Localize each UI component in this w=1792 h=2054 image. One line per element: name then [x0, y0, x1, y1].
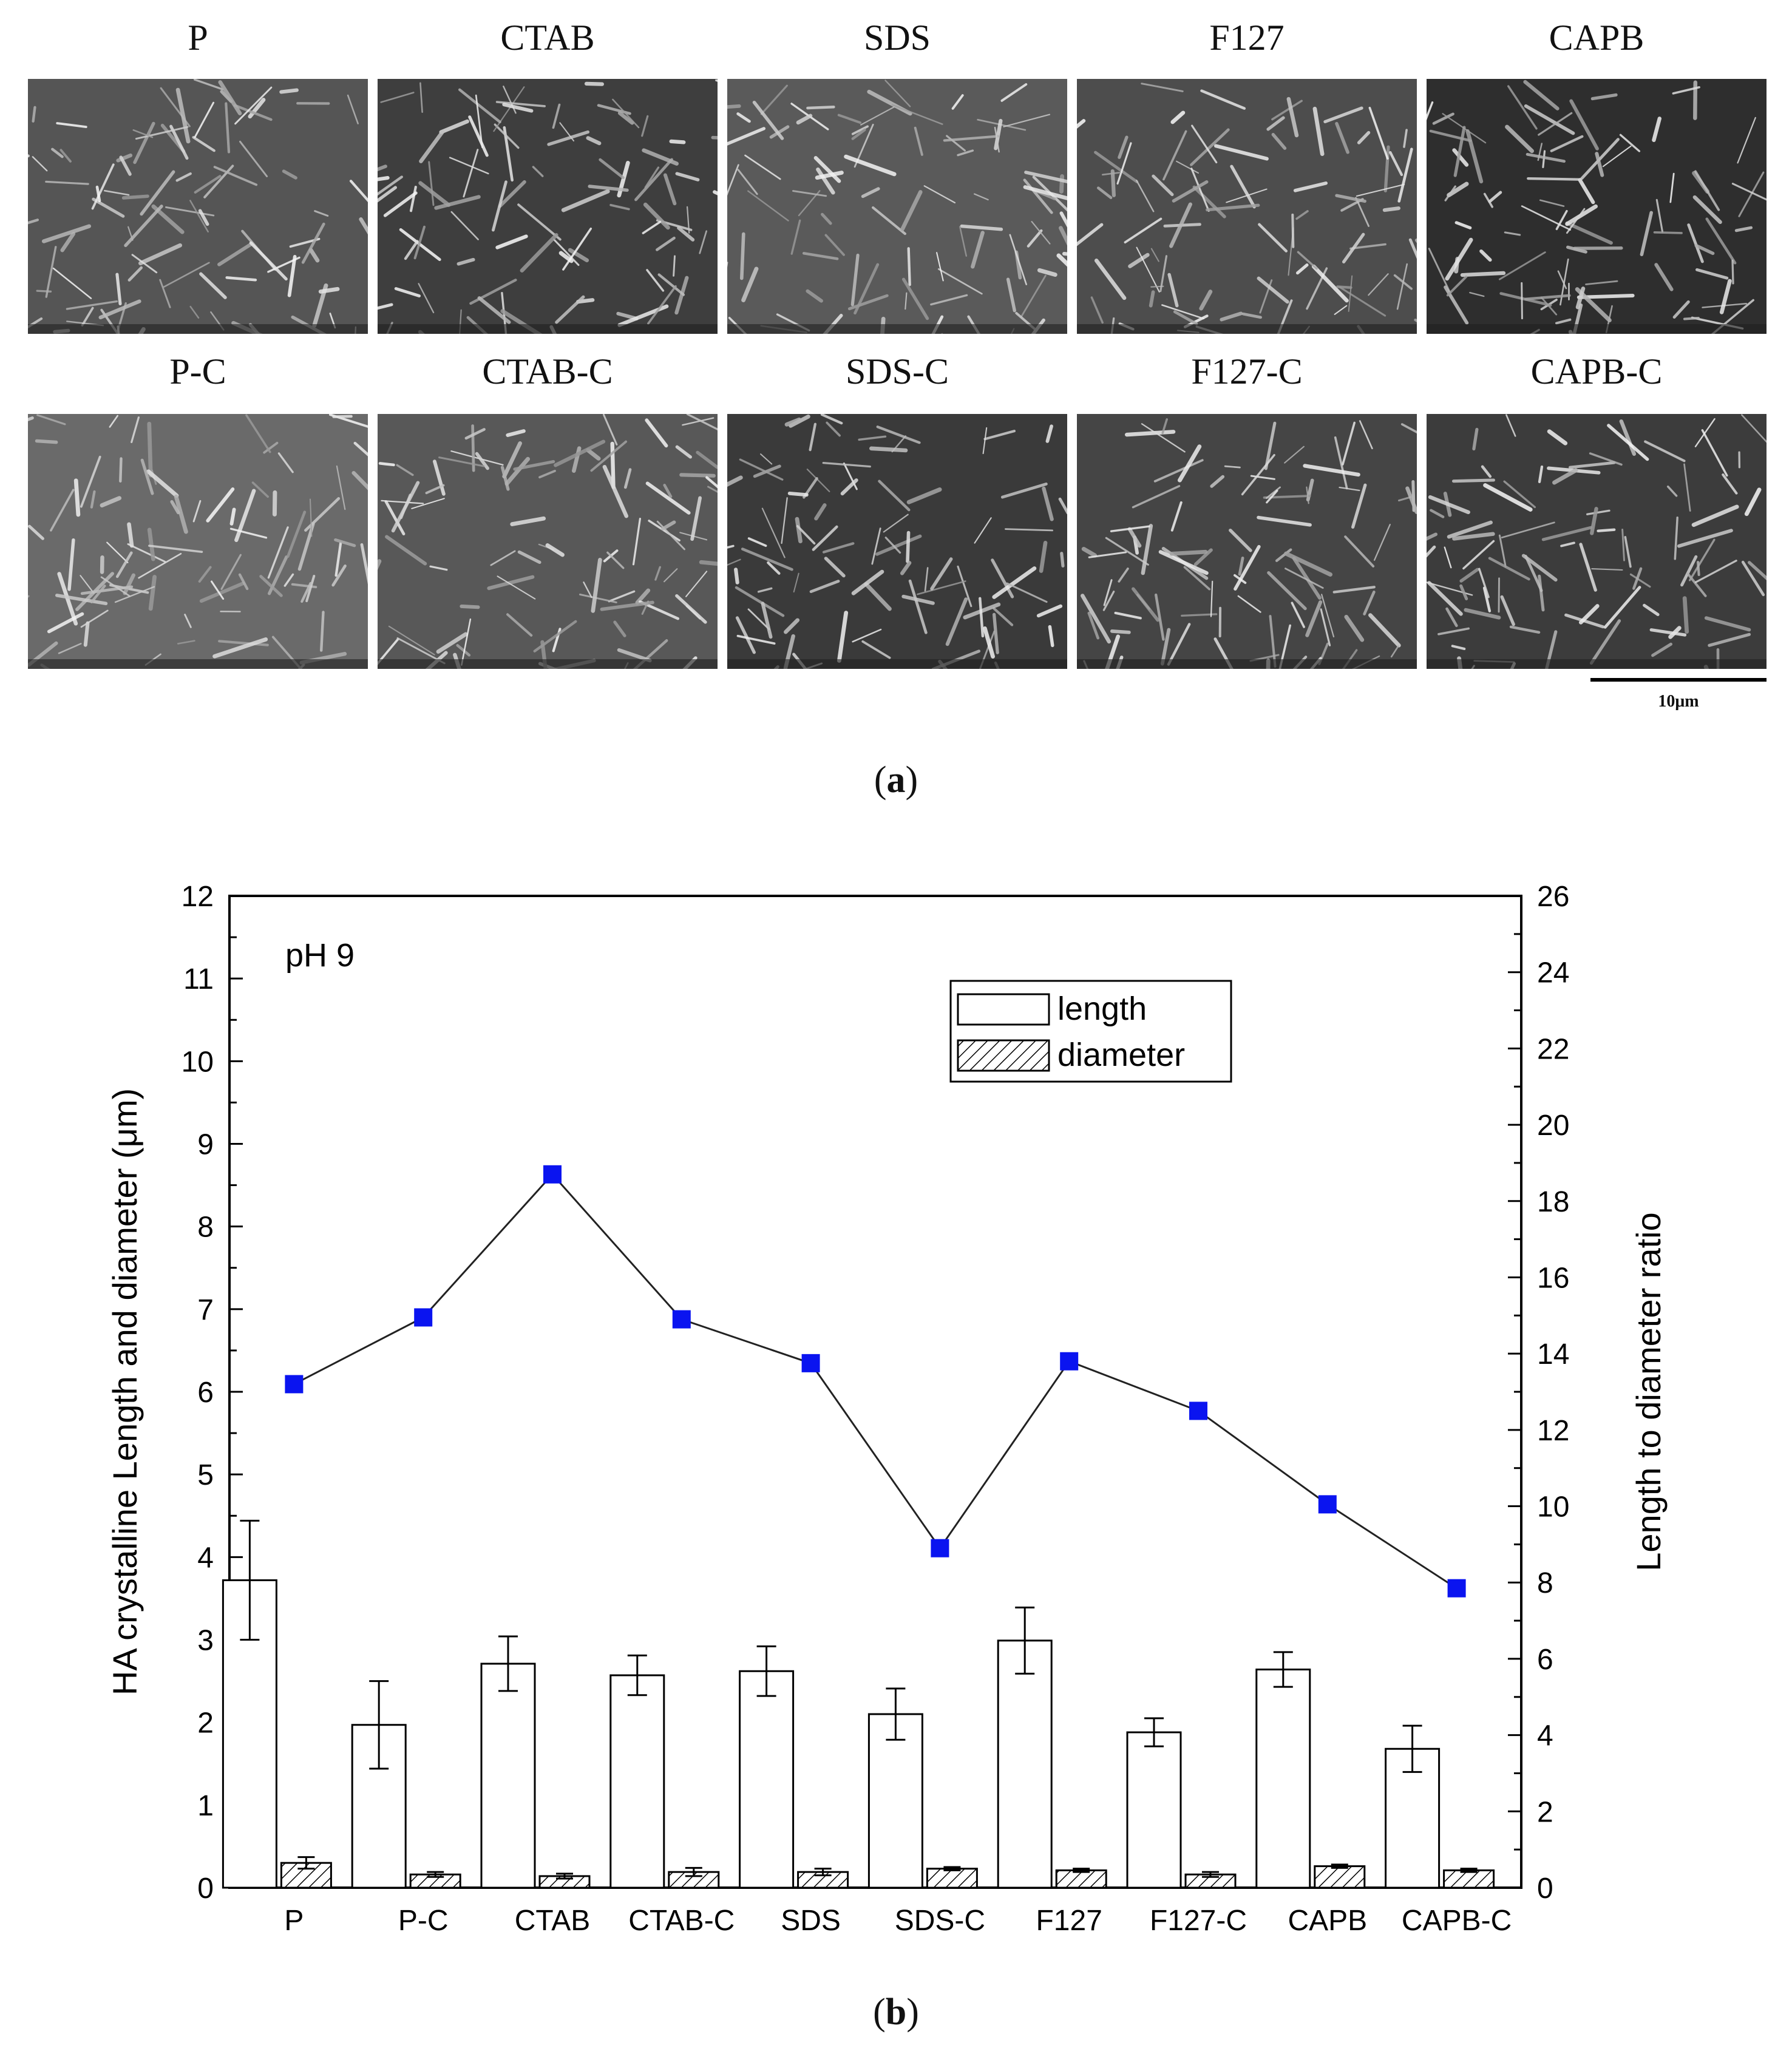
ratio-marker: [1447, 1579, 1466, 1598]
left-axis-tick-label: 10: [182, 1046, 214, 1078]
diameter-bar: [1443, 1869, 1495, 1889]
left-axis-tick-label: 7: [197, 1294, 214, 1326]
right-axis-tick-label: 10: [1537, 1491, 1569, 1524]
diameter-bar: [1314, 1865, 1366, 1889]
right-axis-tick-label: 0: [1537, 1873, 1553, 1905]
right-axis-tick-label: 8: [1537, 1567, 1553, 1599]
left-axis-tick-label: 3: [197, 1625, 214, 1657]
x-axis-category-label: SDS-C: [895, 1905, 985, 1937]
legend-swatch-diameter: [957, 1039, 1050, 1072]
right-axis-tick-label: 26: [1537, 881, 1569, 913]
left-axis-tick-label: 8: [197, 1212, 214, 1244]
length-bar: [867, 1713, 923, 1889]
legend-label-diameter: diameter: [1057, 1037, 1185, 1073]
left-axis-tick-label: 0: [197, 1873, 214, 1905]
x-axis-category-label: CTAB: [515, 1905, 590, 1937]
length-bar: [609, 1674, 665, 1889]
sem-image-label: F127: [1209, 18, 1285, 58]
right-axis-tick-label: 22: [1537, 1033, 1569, 1065]
sem-micrograph: [1427, 79, 1767, 334]
x-axis-category-label: F127: [1036, 1905, 1102, 1937]
right-axis-tick-label: 24: [1537, 957, 1569, 989]
ratio-marker: [801, 1354, 820, 1372]
ratio-marker: [1318, 1495, 1337, 1514]
left-axis-tick-label: 5: [197, 1459, 214, 1491]
sem-image-label: CAPB-C: [1530, 351, 1663, 391]
sem-micrograph: [378, 414, 718, 669]
left-axis-tick-label: 11: [183, 963, 214, 995]
left-axis-tick-label: 9: [197, 1129, 214, 1161]
right-axis-tick-label: 16: [1537, 1262, 1569, 1294]
x-axis-category-label: P-C: [398, 1905, 449, 1937]
left-axis-tick-label: 4: [197, 1542, 214, 1574]
sem-image-label: CAPB: [1549, 18, 1644, 58]
sem-micrograph: [28, 79, 368, 334]
length-bar: [1255, 1669, 1311, 1889]
right-axis-tick-label: 20: [1537, 1110, 1569, 1142]
x-axis-category-label: F127-C: [1150, 1905, 1247, 1937]
ratio-marker: [672, 1310, 691, 1329]
right-axis-tick-label: 4: [1537, 1720, 1553, 1752]
sem-image-label: P-C: [169, 351, 226, 391]
right-axis-tick-label: 12: [1537, 1415, 1569, 1447]
ratio-marker: [931, 1539, 949, 1557]
ratio-marker: [414, 1308, 433, 1327]
right-axis-tick-label: 14: [1537, 1338, 1569, 1371]
legend-label-length: length: [1057, 991, 1147, 1027]
sem-image-label: F127-C: [1191, 351, 1303, 391]
ratio-marker: [1189, 1402, 1207, 1420]
sem-image-label: CTAB-C: [482, 351, 613, 391]
x-axis-category-label: CAPB-C: [1402, 1905, 1512, 1937]
sem-micrograph: [727, 414, 1067, 669]
right-axis-title: Length to diameter ratio: [1629, 1212, 1668, 1571]
x-axis-category-label: P: [284, 1905, 304, 1937]
left-axis-title: HA crystalline Length and diameter (μm): [106, 1088, 144, 1695]
sem-micrograph: [727, 79, 1067, 334]
crystal-size-chart: 012345678910111202468101214161820222426H…: [106, 881, 1668, 1937]
length-bar: [480, 1663, 536, 1889]
x-axis-category-label: CTAB-C: [628, 1905, 735, 1937]
length-bar: [1126, 1731, 1182, 1889]
panel-a-caption: (a): [874, 759, 918, 801]
sem-micrograph: [1077, 414, 1417, 669]
length-bar: [739, 1670, 795, 1889]
sem-micrograph: [1427, 414, 1767, 669]
ratio-line: [293, 1173, 1458, 1589]
sem-micrograph: [28, 414, 368, 669]
sem-image-label: P: [188, 18, 208, 58]
sem-image-label: CTAB: [500, 18, 595, 58]
right-axis-tick-label: 6: [1537, 1644, 1553, 1676]
sem-micrograph: [378, 79, 718, 334]
scale-bar-label: 10μm: [1658, 692, 1699, 711]
diameter-bar: [1055, 1869, 1107, 1889]
x-axis-category-label: CAPB: [1288, 1905, 1367, 1937]
right-axis-tick-label: 18: [1537, 1186, 1569, 1218]
ratio-marker: [285, 1375, 304, 1394]
right-axis-tick-label: 2: [1537, 1796, 1553, 1828]
ratio-marker: [1060, 1352, 1079, 1371]
ratio-marker: [543, 1165, 562, 1184]
left-axis-tick-label: 1: [197, 1790, 214, 1822]
sem-micrograph: [1077, 79, 1417, 334]
left-axis-tick-label: 12: [182, 881, 214, 913]
panel-b-caption: (b): [873, 1991, 919, 2033]
sem-image-label: SDS-C: [845, 351, 949, 391]
left-axis-tick-label: 6: [197, 1377, 214, 1409]
ph-annotation: pH 9: [285, 937, 355, 974]
left-axis-tick-label: 2: [197, 1707, 214, 1740]
sem-image-label: SDS: [863, 18, 931, 58]
scale-bar: [1590, 678, 1767, 682]
legend-swatch-length: [957, 993, 1050, 1026]
diameter-bar: [926, 1868, 978, 1889]
x-axis-category-label: SDS: [781, 1905, 841, 1937]
length-bar: [997, 1639, 1053, 1889]
